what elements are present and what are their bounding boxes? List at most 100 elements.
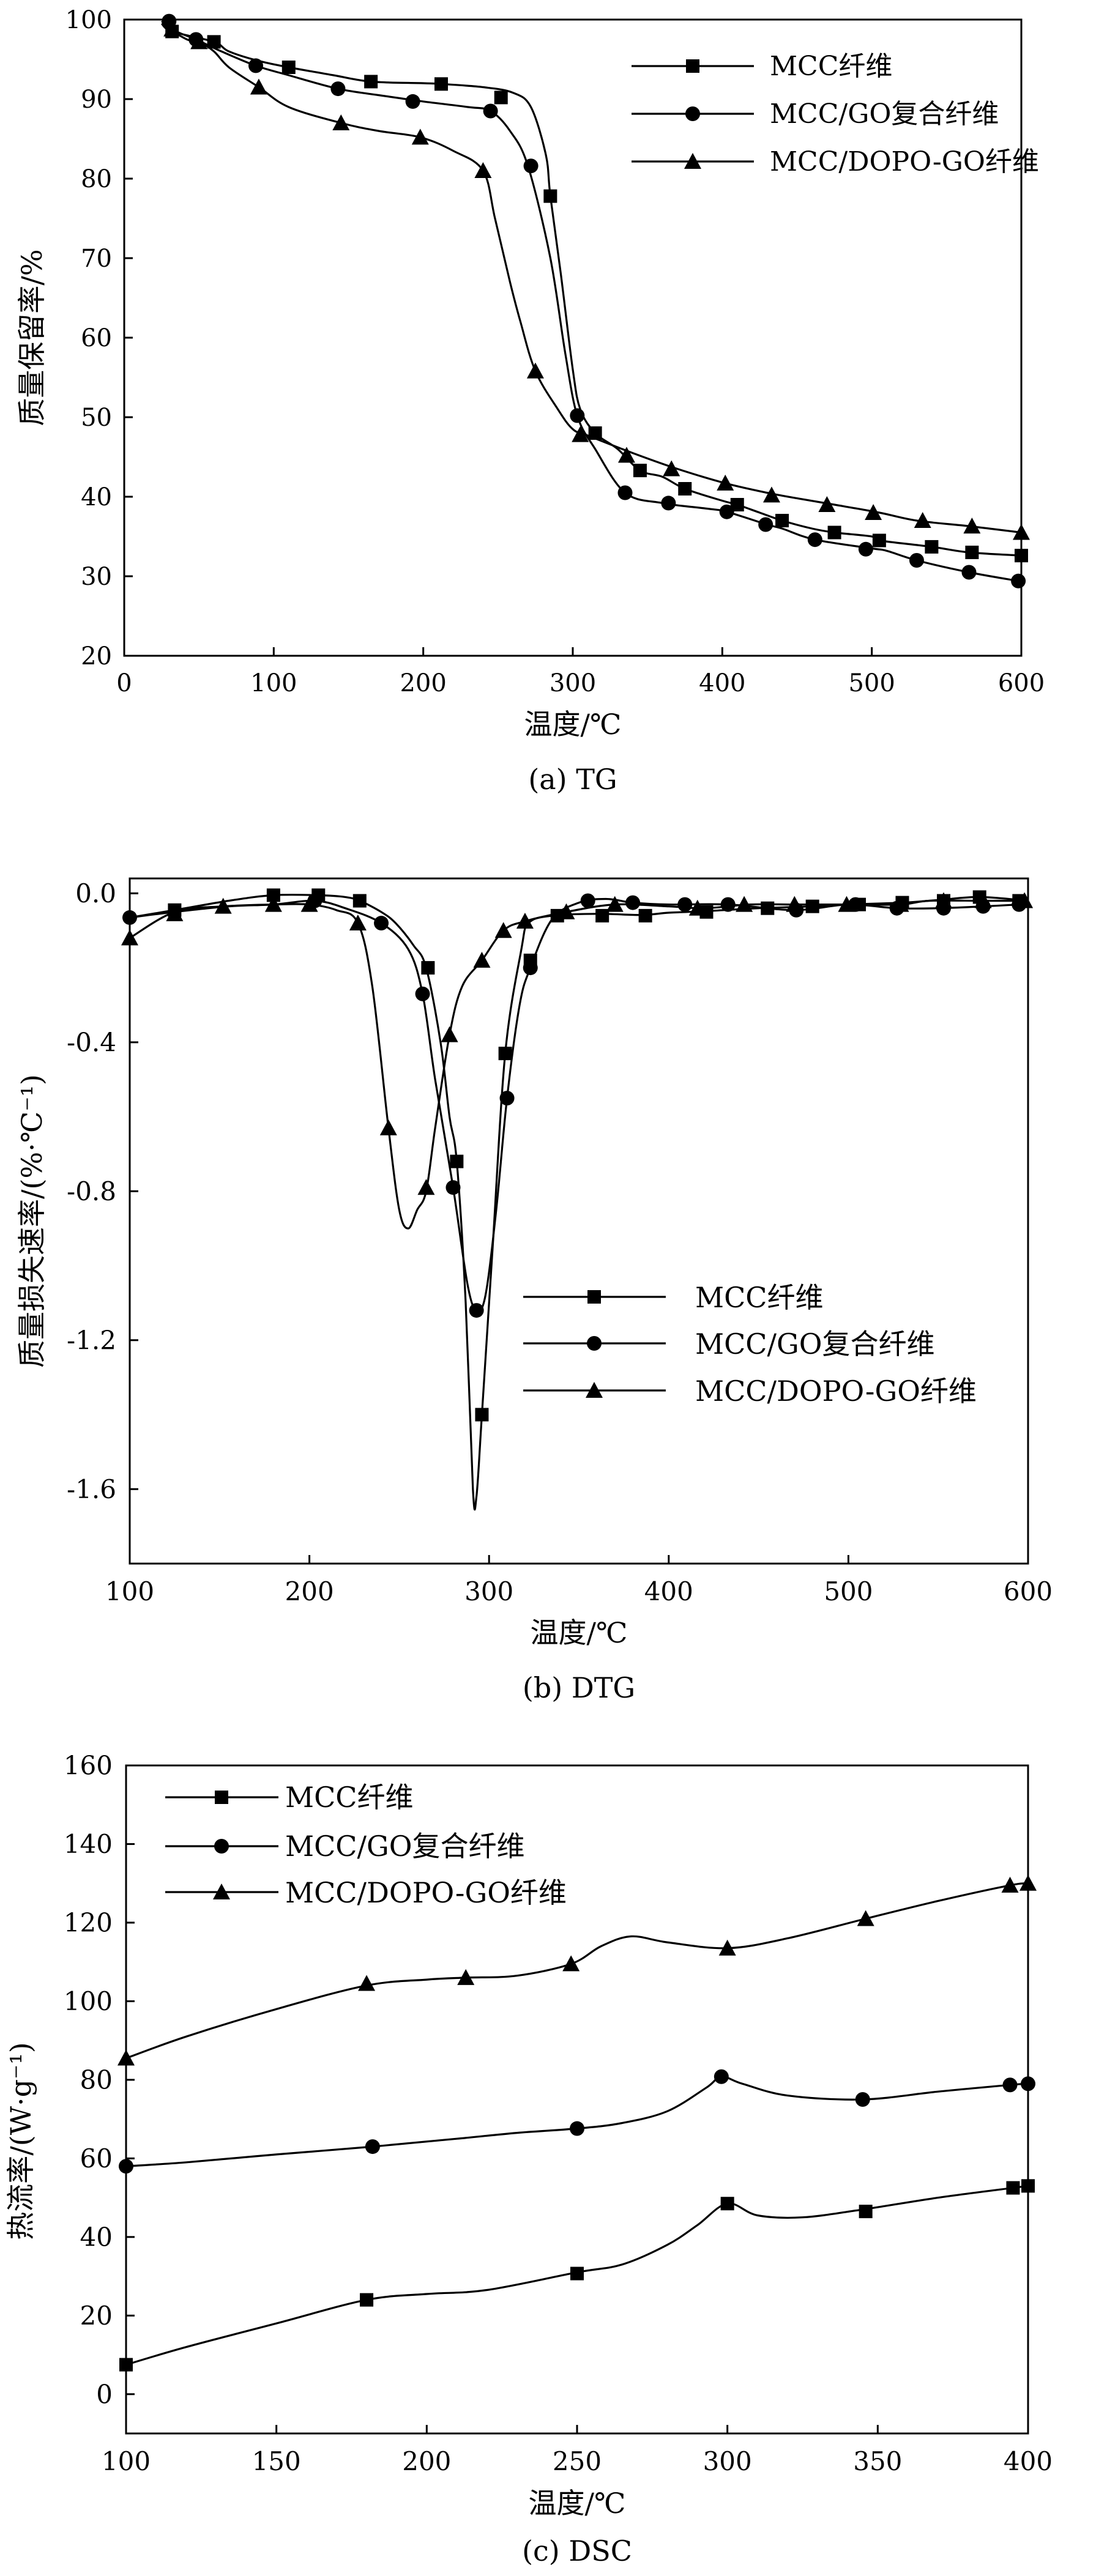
tg-legend-marker-mcc (686, 59, 699, 73)
tg-series-1-marker (661, 496, 676, 511)
tg-series-0-marker (965, 546, 979, 559)
dtg-legend-label-mcc: MCC纤维 (695, 1281, 824, 1314)
tg-y-tick-label: 20 (81, 642, 112, 670)
dsc-series-1-line (125, 2076, 1029, 2167)
dsc-series-0-marker (720, 2197, 734, 2211)
dsc-series-2-marker (457, 1969, 475, 1985)
tg-y-tick-label: 40 (81, 483, 112, 511)
dtg-series-0-marker (266, 888, 280, 902)
dsc-series-0-marker (1006, 2181, 1020, 2195)
tg-series-0-marker (730, 498, 744, 511)
tg-series-1-marker (909, 553, 924, 568)
dtg-series-0-marker (805, 899, 819, 913)
dtg-legend-label-mcc-dopo-go: MCC/DOPO-GO纤维 (695, 1375, 977, 1408)
dtg-y-tick-label: -1.2 (67, 1325, 116, 1355)
dtg-series-2-marker (935, 892, 953, 908)
tg-x-axis-label: 温度/℃ (524, 708, 622, 741)
dsc-x-tick-label: 150 (252, 2446, 301, 2476)
dtg-series-2-marker (379, 1119, 397, 1135)
tg-series-2-marker (818, 496, 836, 512)
dsc-series-0-line (125, 2184, 1029, 2366)
tg-series-0-marker (207, 35, 221, 49)
tg-series-2-marker (963, 518, 981, 534)
tg-series-0-marker (678, 482, 692, 496)
dsc-y-tick-label: 100 (64, 1986, 113, 2016)
tg-legend-marker-mcc-go (685, 106, 700, 121)
dtg-y-tick-label: -1.6 (67, 1474, 116, 1504)
dtg-series-2-marker (166, 905, 184, 921)
dsc-legend-marker-mcc (215, 1791, 228, 1804)
dtg-series-2-marker (557, 903, 575, 919)
tg-legend-label-mcc: MCC纤维 (770, 51, 892, 82)
tg-series-2-marker (411, 128, 429, 145)
dtg-series-0-marker (638, 908, 652, 922)
dsc-caption: (c) DSC (522, 2534, 632, 2567)
tg-series-1-marker (248, 58, 264, 73)
dtg-series-2-marker (473, 951, 491, 968)
dtg-series-0-marker (475, 1408, 489, 1422)
dtg-series-2-marker (441, 1026, 458, 1042)
dtg-series-0-marker (498, 1047, 512, 1061)
dsc-series-2-marker (358, 1975, 376, 1991)
tg-series-2-marker (717, 474, 734, 491)
dsc-series-2-marker (718, 1939, 736, 1956)
tg-series-1-marker (330, 81, 346, 97)
dtg-series-0-line (129, 894, 1029, 1511)
dtg-series-0-marker (595, 908, 609, 922)
tg-y-tick-label: 50 (81, 404, 112, 432)
tg-series-1-marker (858, 541, 873, 557)
dsc-x-axis-label: 温度/℃ (529, 2487, 626, 2520)
dtg-series (121, 888, 1034, 1511)
dtg-series-1-line (129, 897, 1019, 1312)
dtg-x-tick-label: 600 (1004, 1576, 1053, 1606)
dsc-x-tick-label: 300 (703, 2446, 752, 2476)
dtg-series-0-marker (450, 1154, 464, 1168)
dtg-y-axis-label: 质量损失速率/(%·℃⁻¹) (15, 1074, 48, 1368)
tg-series-2-marker (474, 162, 492, 178)
tg-legend-label-mcc-dopo-go: MCC/DOPO-GO纤维 (770, 146, 1039, 177)
tg-plot-frame (123, 18, 1023, 657)
tg-series-1-marker (1011, 573, 1026, 588)
tg-caption: (a) TG (528, 763, 617, 796)
tg-series-0-marker (494, 91, 508, 105)
dsc-series-0-marker (570, 2266, 584, 2281)
tg-x-tick-label: 300 (550, 669, 596, 697)
tg-y-tick-label: 60 (81, 324, 112, 352)
dsc-x-tick-label: 250 (553, 2446, 602, 2476)
tg-y-tick-label: 90 (81, 86, 112, 114)
dtg-series-1-marker (469, 1303, 484, 1318)
tg-y-tick-label: 30 (81, 563, 112, 591)
chart-dsc: 0 20 40 60 80 100 120 140 160 100 150 200 250 300 350… (4, 1751, 1053, 2567)
dsc-plot-frame (125, 1764, 1029, 2435)
dsc-legend-label-mcc: MCC纤维 (285, 1781, 414, 1814)
dtg-series-2-marker (786, 896, 803, 912)
dsc-y-tick-label: 140 (64, 1829, 113, 1859)
dtg-legend-marker-mcc (587, 1290, 601, 1304)
dtg-x-tick-label: 100 (105, 1576, 154, 1606)
dsc-series-1-marker (714, 2069, 729, 2084)
tg-series-1-marker (523, 158, 539, 174)
tg-series-2-marker (572, 426, 589, 442)
dsc-y-tick-label: 160 (64, 1751, 113, 1781)
tg-series-0-marker (633, 464, 647, 478)
tg-series-0-marker (925, 540, 939, 554)
dsc-series-0-marker (859, 2205, 873, 2219)
tg-series-2-marker (332, 114, 350, 130)
tg-y-axis-label: 质量保留率/% (15, 249, 48, 426)
dsc-legend-marker-mcc-dopo-go (213, 1884, 230, 1899)
tg-x-tick-label: 400 (699, 669, 745, 697)
dsc-y-tick-label: 60 (80, 2144, 113, 2173)
tg-y-ticks: 20 30 40 50 60 70 80 90 100 (65, 6, 133, 670)
dtg-y-tick-label: 0.0 (75, 878, 116, 908)
tg-x-tick-label: 200 (400, 669, 446, 697)
dtg-series-2-marker (516, 913, 534, 929)
tg-x-ticks: 0 100 200 300 400 500 600 (116, 647, 1045, 697)
dtg-series-2-marker (892, 896, 909, 912)
tg-series-2-marker (762, 486, 780, 503)
tg-series-1-marker (807, 532, 822, 547)
tg-series-2-marker (865, 504, 882, 520)
dtg-series-1-marker (374, 916, 389, 931)
dtg-caption: (b) DTG (523, 1671, 635, 1704)
dtg-series-1-marker (625, 895, 641, 910)
